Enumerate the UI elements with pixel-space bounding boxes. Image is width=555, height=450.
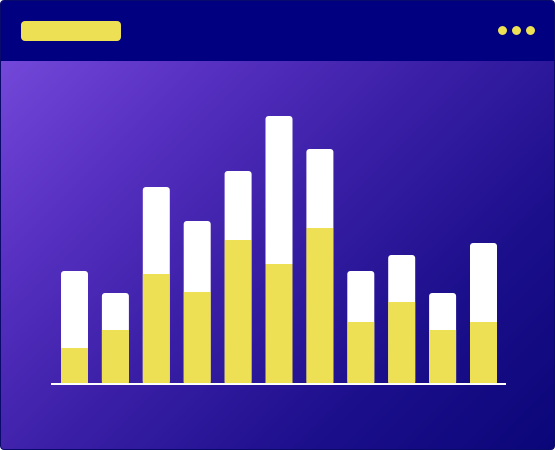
bar-segment — [306, 228, 334, 384]
bar-segment — [347, 322, 375, 384]
dot-icon — [512, 26, 521, 35]
dot-icon — [498, 26, 507, 35]
bar-segment — [470, 322, 497, 384]
dot-icon — [526, 26, 535, 35]
bar-segment — [142, 274, 170, 384]
bar-group — [61, 116, 497, 384]
title-bar — [1, 1, 554, 61]
bar-segment — [265, 264, 293, 384]
bar-segment — [61, 348, 88, 384]
bar-segment — [429, 330, 457, 384]
bar-segment — [224, 240, 252, 384]
bar-segment — [183, 292, 211, 384]
title-placeholder — [21, 21, 121, 41]
bar-segment — [388, 302, 416, 384]
more-dots-icon[interactable] — [498, 26, 535, 36]
bar-segment — [101, 330, 129, 384]
